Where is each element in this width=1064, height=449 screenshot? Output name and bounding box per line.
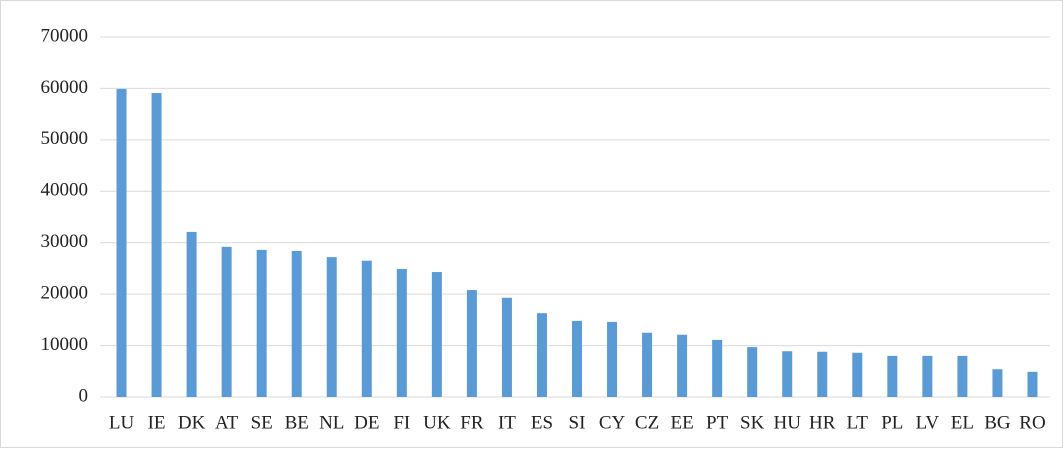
x-tick-label: AT bbox=[215, 412, 239, 433]
x-tick-label: IE bbox=[148, 412, 166, 433]
x-tick-label: UK bbox=[423, 412, 451, 433]
y-tick-label: 50000 bbox=[41, 128, 89, 149]
x-tick-label: HU bbox=[773, 412, 801, 433]
y-tick-label: 30000 bbox=[41, 231, 89, 252]
bar bbox=[116, 88, 127, 397]
y-tick-label: 10000 bbox=[41, 334, 89, 355]
x-tick-label: CZ bbox=[635, 412, 659, 433]
bar bbox=[186, 231, 197, 397]
bar bbox=[782, 351, 793, 397]
x-tick-label: LT bbox=[847, 412, 869, 433]
y-tick-label: 0 bbox=[79, 385, 89, 406]
x-tick-label: LV bbox=[916, 412, 940, 433]
y-tick-label: 40000 bbox=[41, 180, 89, 201]
x-tick-label: EE bbox=[671, 412, 694, 433]
x-tick-label: EL bbox=[951, 412, 974, 433]
x-tick-label: DE bbox=[354, 412, 379, 433]
bar bbox=[326, 257, 337, 397]
bar bbox=[536, 313, 547, 397]
x-tick-label: SI bbox=[569, 412, 586, 433]
bar bbox=[817, 351, 828, 397]
x-tick-label: ES bbox=[531, 412, 553, 433]
x-tick-label: IT bbox=[498, 412, 516, 433]
bar bbox=[887, 355, 898, 397]
bar bbox=[151, 93, 162, 398]
bar bbox=[957, 355, 968, 397]
x-tick-label: PT bbox=[706, 412, 729, 433]
bar bbox=[677, 334, 688, 397]
x-tick-label: SE bbox=[251, 412, 273, 433]
x-tick-label: PL bbox=[881, 412, 903, 433]
x-tick-label: CY bbox=[599, 412, 626, 433]
bar bbox=[852, 352, 863, 397]
x-tick-label: BE bbox=[285, 412, 309, 433]
x-tick-label: FR bbox=[460, 412, 484, 433]
y-tick-label: 60000 bbox=[41, 77, 89, 98]
bar bbox=[607, 321, 618, 397]
bar bbox=[396, 268, 407, 397]
x-tick-label: NL bbox=[319, 412, 344, 433]
x-tick-label: RO bbox=[1019, 412, 1045, 433]
x-tick-label: SK bbox=[740, 412, 765, 433]
x-tick-label: BG bbox=[984, 412, 1011, 433]
bar bbox=[221, 246, 232, 397]
x-tick-label: FI bbox=[393, 412, 410, 433]
bar bbox=[712, 339, 723, 397]
bar bbox=[922, 355, 933, 397]
bar bbox=[256, 249, 267, 397]
x-tick-label: HR bbox=[809, 412, 836, 433]
bar bbox=[291, 250, 302, 397]
y-tick-label: 20000 bbox=[41, 283, 89, 304]
y-tick-label: 70000 bbox=[41, 25, 89, 46]
bar bbox=[501, 297, 512, 397]
x-tick-label: LU bbox=[109, 412, 135, 433]
bar bbox=[642, 332, 653, 397]
x-tick-label: DK bbox=[178, 412, 206, 433]
bar bbox=[747, 347, 758, 397]
bar bbox=[431, 272, 442, 397]
bar bbox=[572, 320, 582, 397]
bar bbox=[361, 260, 372, 397]
bar bbox=[466, 290, 477, 397]
bar bbox=[1027, 371, 1038, 397]
bar bbox=[992, 369, 1003, 397]
